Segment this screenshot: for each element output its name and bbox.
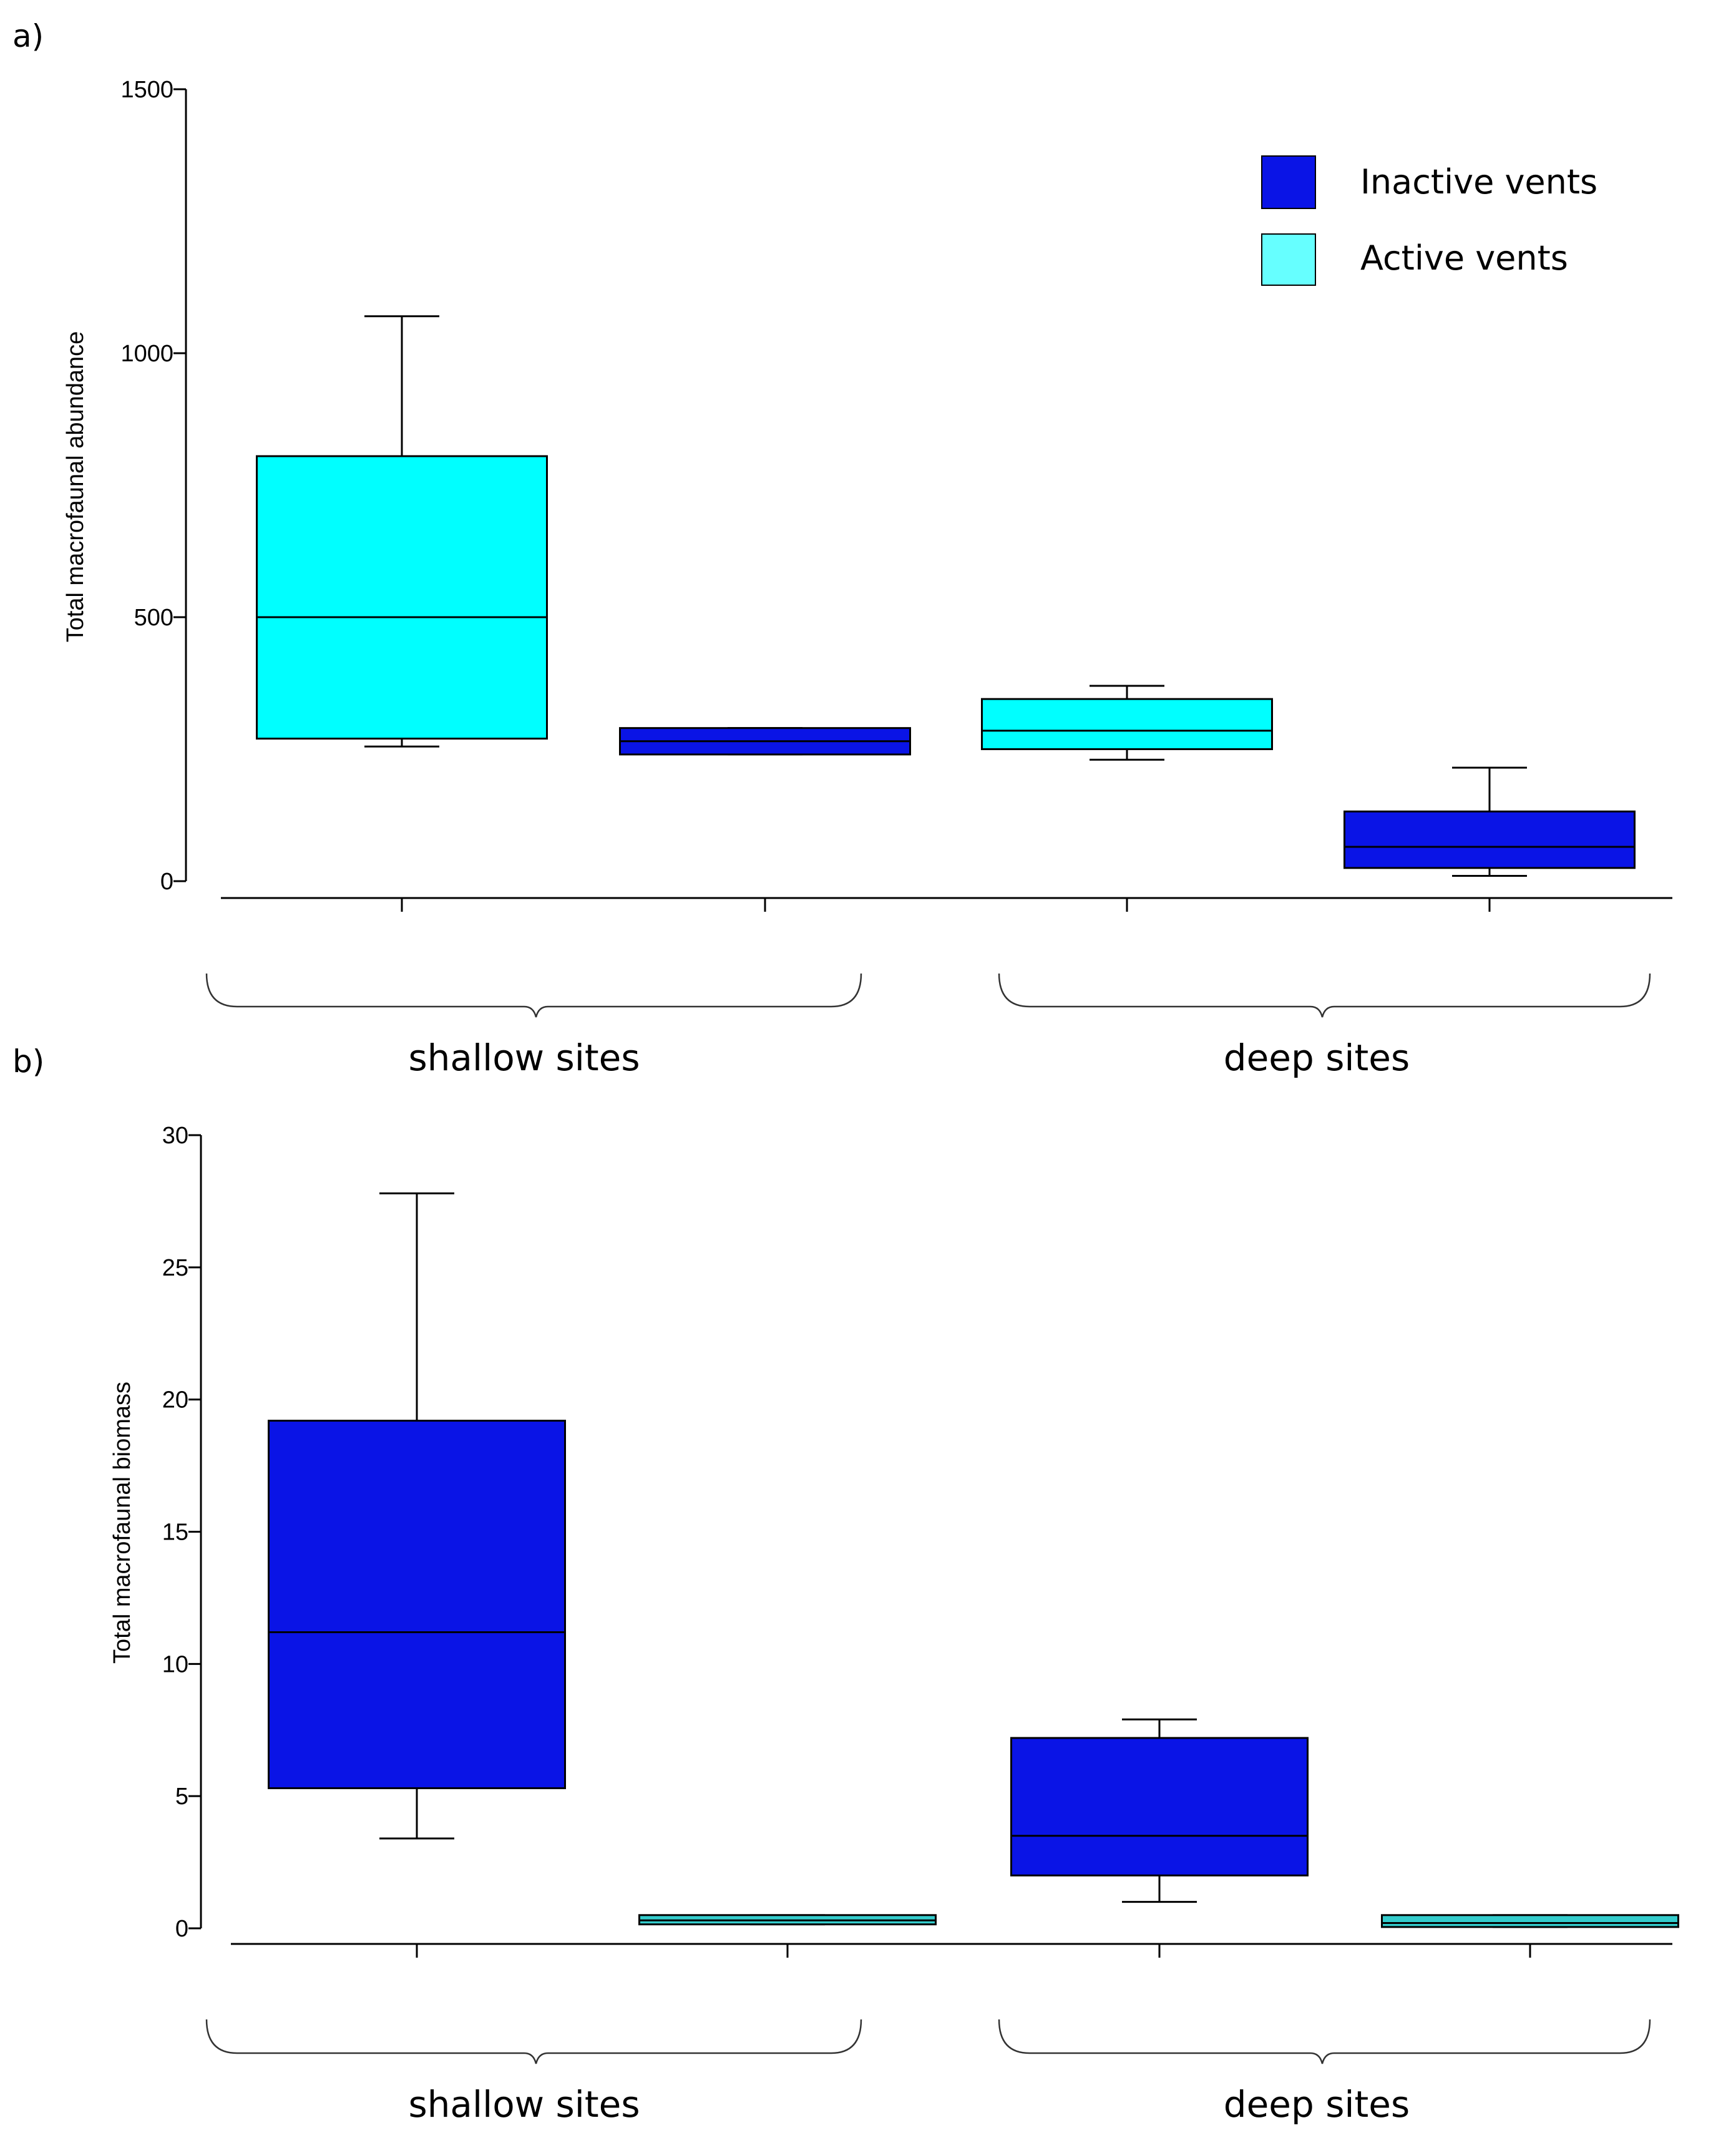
y-tick-label: 0 [175,1916,188,1942]
box-inactive-vents-shallow [619,727,911,756]
panel-a-group-label-shallow: shallow sites [408,1037,640,1079]
box-iqr [1343,810,1636,869]
panel-b-brace-deep [998,2019,1651,2064]
legend-label-active: Active vents [1360,238,1568,278]
y-tick-label: 25 [162,1255,188,1281]
box-active-vents-shallow [638,1914,937,1926]
panel-b-y-axis-title: Total macrofaunal biomass [109,1382,135,1664]
box-iqr [1010,1737,1309,1877]
y-tick-label: 0 [160,869,173,895]
legend-swatch-inactive [1261,155,1316,209]
box-iqr [256,455,548,740]
box-active-vents-deep [1381,1914,1679,1928]
y-tick-label: 5 [175,1784,188,1810]
panel-b-group-label-shallow: shallow sites [408,2083,640,2126]
box-inactive-vents-shallow [268,1192,566,1840]
legend-label-inactive: Inactive vents [1360,162,1597,202]
panel-a-brace-deep [998,973,1651,1018]
box-iqr [268,1420,566,1789]
y-tick-label: 500 [134,605,173,631]
panel-a-letter: a) [12,18,44,54]
panel-a-y-axis-title: Total macrofaunal abundance [62,331,89,643]
panel-b-biomass-chart: b) Total macrofaunal biomass 0 5 10 15 20 25 3… [12,1043,1679,2126]
y-tick-label: 1000 [120,341,173,367]
box-active-vents-shallow [256,315,548,748]
panel-b-letter: b) [12,1043,44,1080]
box-iqr [1381,1914,1679,1928]
y-tick-label: 1500 [120,77,173,103]
box-inactive-vents-deep [1010,1718,1309,1903]
panel-b-brace-shallow [205,2019,862,2064]
legend-swatch-active [1261,233,1316,286]
y-tick-label: 15 [162,1520,188,1546]
panel-a-abundance-chart: a) Total macrofaunal abundance 0 500 1000 1… [12,18,1672,1079]
legend: Inactive vents Active vents [1261,155,1597,286]
panel-b-group-label-deep: deep sites [1224,2083,1410,2126]
y-tick-label: 20 [162,1387,188,1413]
box-inactive-vents-deep [1343,766,1636,877]
y-tick-label: 30 [162,1123,188,1149]
box-iqr [981,698,1273,751]
box-active-vents-deep [981,685,1273,761]
panel-a-brace-shallow [205,973,862,1018]
panel-a-group-label-deep: deep sites [1224,1037,1410,1079]
y-tick-label: 10 [162,1651,188,1677]
